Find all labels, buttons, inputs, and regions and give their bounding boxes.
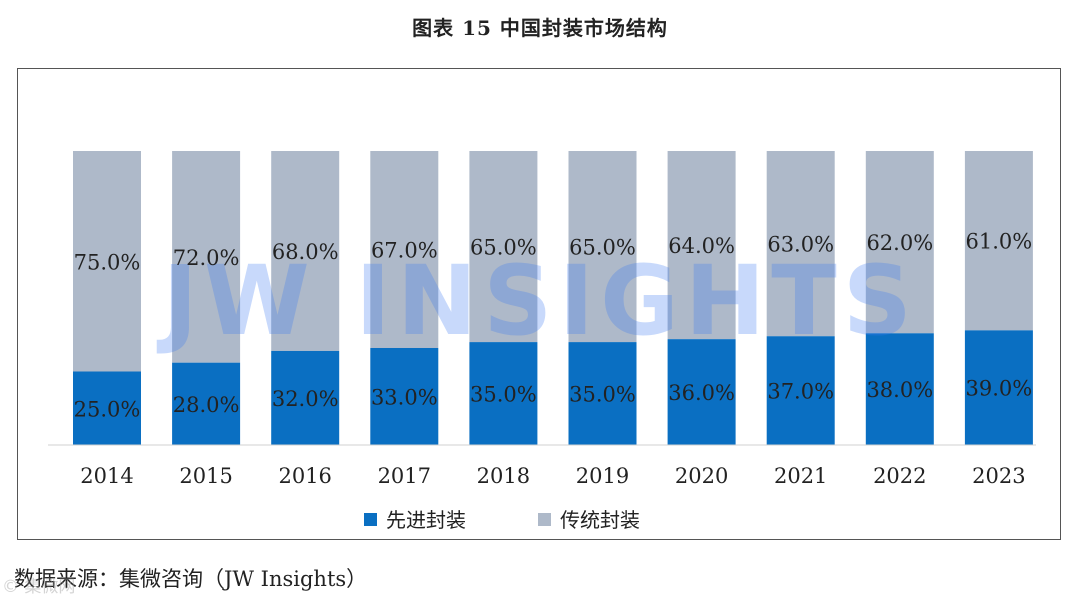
x-tick-2014: 2014 <box>80 464 133 488</box>
x-tick-2017: 2017 <box>378 464 431 488</box>
bar-advanced-2023 <box>964 330 1033 445</box>
bar-advanced-2016 <box>271 350 340 445</box>
source-note: 数据来源：集微咨询（JW Insights） <box>14 567 368 591</box>
bar-traditional-2014 <box>73 151 141 372</box>
chart-frame <box>17 68 1061 540</box>
x-tick-labels: 2014 2015 2016 2017 2018 2019 2020 2021 2022 2023 <box>80 464 1025 488</box>
label-traditional-2020: 64.0% <box>668 234 735 258</box>
label-traditional-2017: 67.0% <box>371 238 438 262</box>
label-advanced-2016: 32.0% <box>272 387 339 411</box>
label-traditional-2018: 65.0% <box>470 236 537 260</box>
bar-advanced-2019 <box>568 342 637 445</box>
label-traditional-2019: 65.0% <box>569 236 636 260</box>
bar-traditional-2015 <box>172 151 241 363</box>
legend-swatch-advanced <box>364 513 377 526</box>
bar-advanced-2021 <box>766 336 835 445</box>
bar-traditional-2018 <box>469 151 538 343</box>
bar-advanced-2014 <box>73 371 141 445</box>
label-advanced-2023: 39.0% <box>966 377 1033 401</box>
label-traditional-2014: 75.0% <box>74 250 141 274</box>
label-traditional-2016: 68.0% <box>272 240 339 264</box>
legend-label-advanced: 先进封装 <box>386 508 466 532</box>
x-tick-2022: 2022 <box>873 464 926 488</box>
bar-traditional-2020 <box>667 151 736 340</box>
x-tick-2023: 2023 <box>972 464 1025 488</box>
bar-traditional-2017 <box>370 151 439 348</box>
label-advanced-2021: 37.0% <box>767 380 834 404</box>
legend-swatch-traditional <box>538 513 551 526</box>
label-advanced-2014: 25.0% <box>74 397 141 421</box>
bar-advanced-2020 <box>667 339 736 445</box>
label-advanced-2022: 38.0% <box>866 378 933 402</box>
x-tick-2020: 2020 <box>675 464 728 488</box>
bar-traditional-2022 <box>865 151 934 334</box>
legend-label-traditional: 传统封装 <box>560 508 640 532</box>
x-tick-2021: 2021 <box>774 464 827 488</box>
x-tick-2018: 2018 <box>477 464 530 488</box>
label-traditional-2023: 61.0% <box>966 230 1033 254</box>
label-traditional-2021: 63.0% <box>767 233 834 257</box>
label-traditional-2015: 72.0% <box>173 246 240 270</box>
bar-traditional-2016 <box>271 151 340 351</box>
bar-traditional-2023 <box>964 151 1033 331</box>
bar-advanced-2017 <box>370 347 439 445</box>
bar-advanced-2022 <box>865 333 934 445</box>
legend: 先进封装 传统封装 <box>364 508 640 532</box>
chart-title: 图表 15 中国封装市场结构 <box>412 16 668 40</box>
bar-traditional-2019 <box>568 151 637 343</box>
x-tick-2019: 2019 <box>576 464 629 488</box>
corner-watermark: © 集微网 <box>2 577 76 597</box>
bars-layer <box>73 151 1033 445</box>
watermark: JW INSIGHTS <box>156 245 918 357</box>
bar-advanced-2018 <box>469 342 538 445</box>
x-tick-2016: 2016 <box>278 464 331 488</box>
x-tick-2015: 2015 <box>179 464 232 488</box>
label-traditional-2022: 62.0% <box>866 231 933 255</box>
label-advanced-2020: 36.0% <box>668 381 735 405</box>
bar-advanced-2015 <box>172 362 241 445</box>
label-advanced-2019: 35.0% <box>569 383 636 407</box>
label-advanced-2018: 35.0% <box>470 383 537 407</box>
labels-layer: 75.0% 25.0% 72.0% 28.0% 68.0% 32.0% 67.0% 33.0%… <box>74 230 1033 422</box>
label-advanced-2017: 33.0% <box>371 385 438 409</box>
label-advanced-2015: 28.0% <box>173 393 240 417</box>
bar-traditional-2021 <box>766 151 835 337</box>
